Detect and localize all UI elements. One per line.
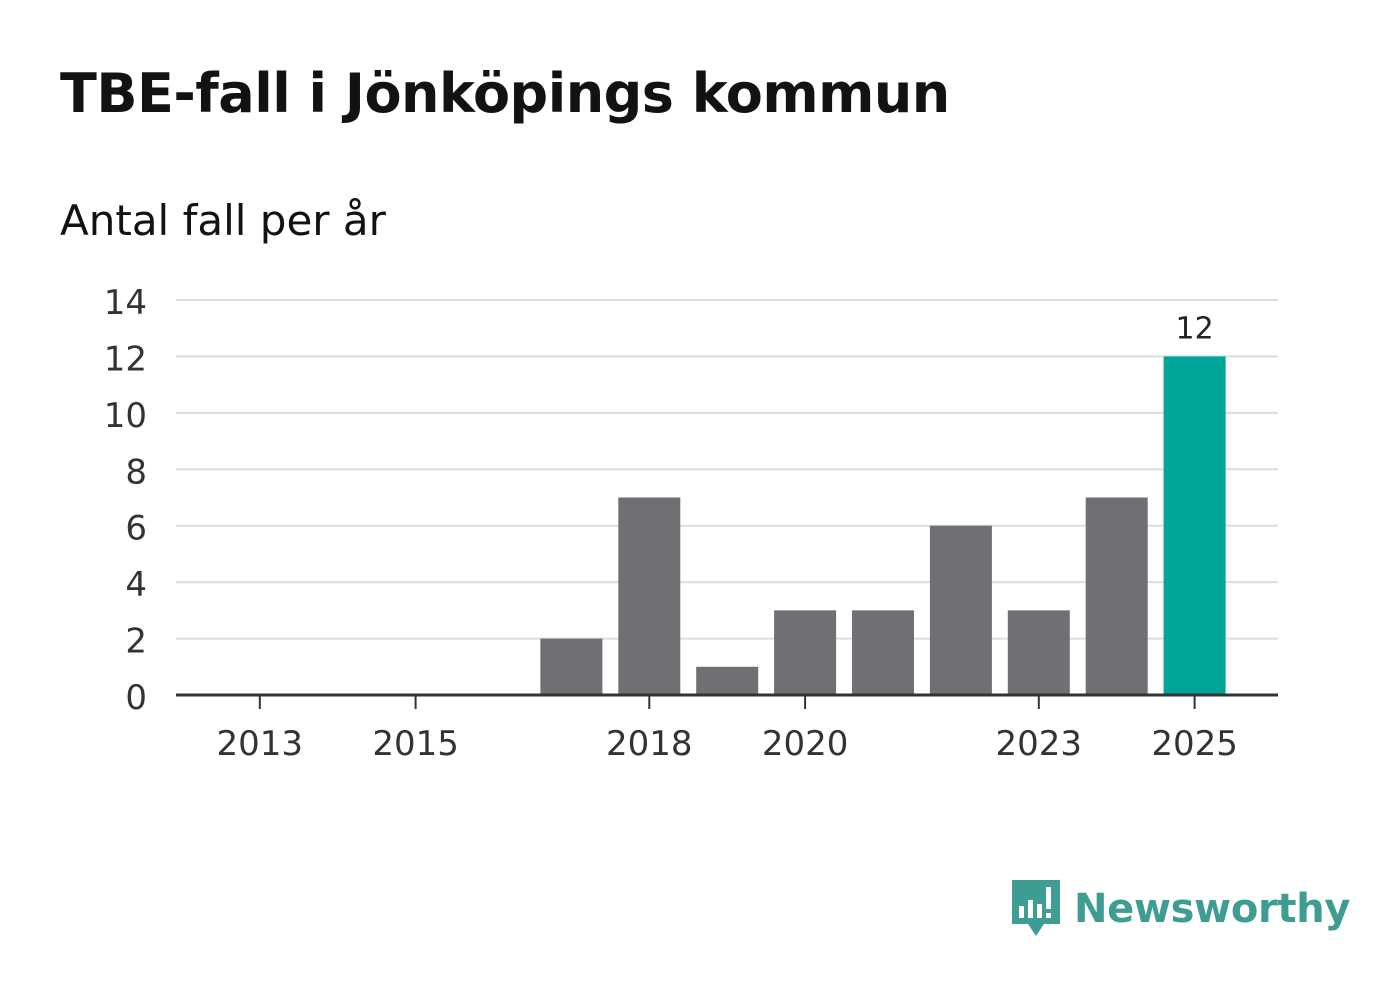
y-tick-label-10: 10: [104, 396, 147, 436]
bar-2022: [929, 525, 992, 695]
chart-title: TBE-fall i Jönköpings kommun: [60, 62, 950, 125]
bar-2018: [618, 497, 681, 695]
x-tick-label-2025: 2025: [1151, 724, 1238, 764]
bar-2021: [852, 610, 914, 695]
x-tick-label-2018: 2018: [606, 724, 693, 764]
newsworthy-logo: Newsworthy: [1010, 876, 1351, 942]
x-tick-label-2023: 2023: [996, 724, 1083, 764]
brand-name: Newsworthy: [1074, 886, 1351, 932]
y-tick-label-2: 2: [125, 622, 147, 662]
data-label-2025: 12: [1176, 311, 1214, 346]
bar-2020: [774, 610, 837, 695]
y-tick-label-6: 6: [125, 509, 147, 549]
y-tick-label-14: 14: [104, 283, 147, 323]
y-tick-label-12: 12: [104, 339, 147, 379]
newsworthy-logo-icon: [1012, 880, 1060, 936]
bar-2023: [1007, 610, 1070, 695]
bar-2024: [1085, 497, 1148, 695]
bar-2017: [540, 638, 603, 695]
y-tick-label-0: 0: [125, 678, 147, 718]
x-tick-label-2020: 2020: [762, 724, 849, 764]
y-tick-label-8: 8: [125, 452, 147, 492]
chart-subtitle: Antal fall per år: [60, 196, 386, 245]
x-tick-label-2013: 2013: [217, 724, 304, 764]
y-tick-label-4: 4: [125, 565, 147, 605]
bar-2025: [1163, 356, 1226, 695]
x-tick-label-2015: 2015: [372, 724, 459, 764]
bar-2019: [696, 666, 759, 695]
